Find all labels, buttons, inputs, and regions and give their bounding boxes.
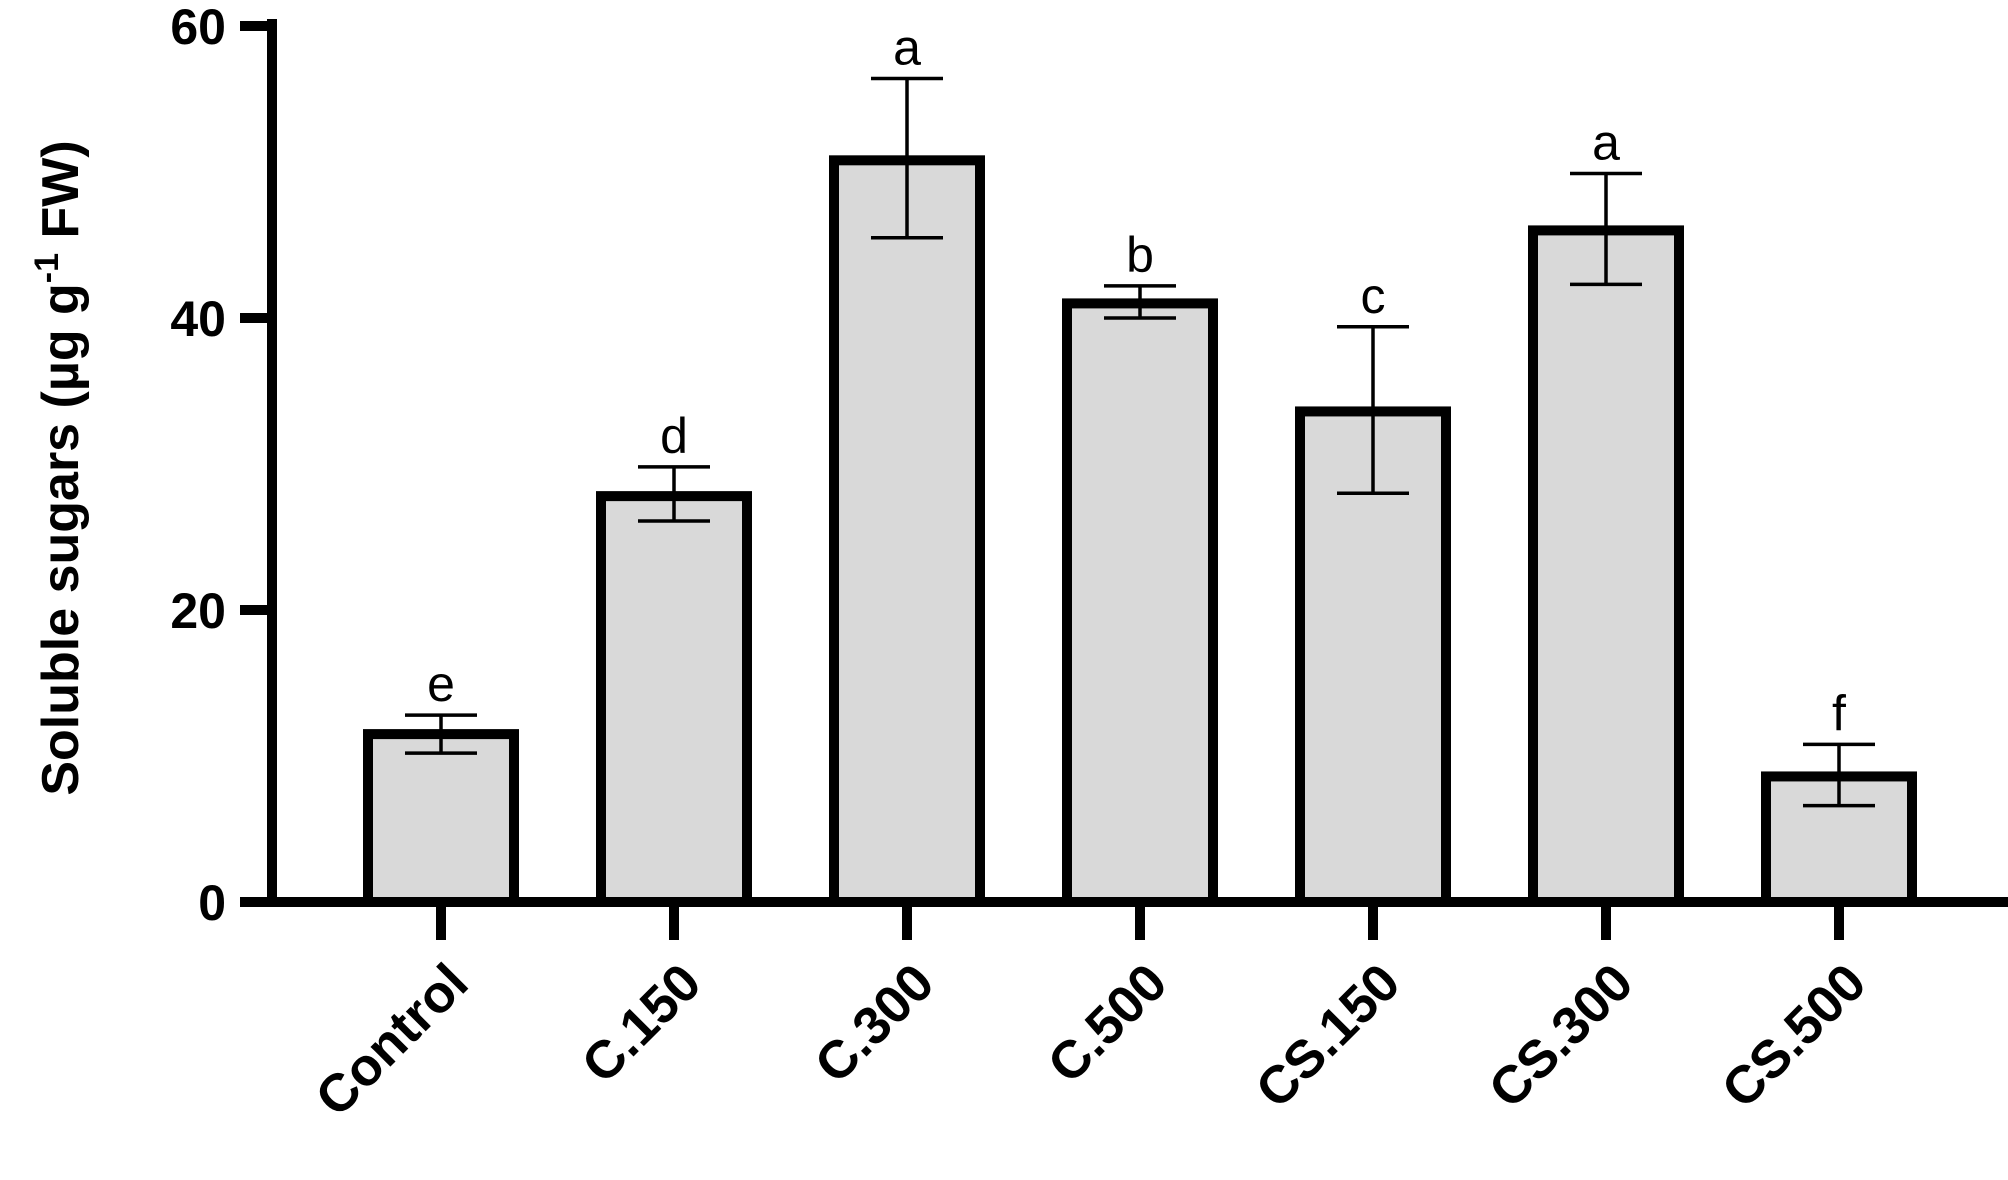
x-tick-label: CS.150 [1245, 953, 1412, 1120]
y-axis-label-suffix: FW) [32, 140, 90, 253]
y-axis-label: Soluble sugars (µg g-1 FW) [28, 140, 90, 795]
bar-C.500 [1062, 298, 1218, 907]
bar-C.300 [829, 155, 985, 907]
y-axis-label-main: Soluble sugars (µg g [32, 283, 90, 795]
significance-letter: e [427, 656, 455, 712]
y-tick-label: 60 [170, 0, 226, 55]
bar-C.150 [596, 491, 752, 907]
error-bar-C.150 [638, 465, 710, 523]
error-bar-CS.300 [1570, 171, 1642, 287]
x-tick-label: C.150 [571, 953, 713, 1095]
x-tick-label: C.300 [804, 953, 946, 1095]
significance-letter: a [1592, 114, 1620, 170]
x-tick-label: C.500 [1037, 953, 1179, 1095]
axes-layer [240, 19, 2008, 940]
error-bar-CS.500 [1803, 742, 1875, 808]
significance-letter: d [660, 408, 688, 464]
error-bar-CS.150 [1337, 325, 1409, 495]
significance-letter: a [893, 20, 921, 76]
y-tick-label: 0 [198, 875, 226, 931]
error-bar-Control [405, 713, 477, 755]
y-tick-labels-layer: 0 20 40 60 [170, 0, 226, 931]
x-tick-labels-layer: Control C.150 C.300 C.500 CS.150 CS.300 CS.500 [305, 953, 1878, 1128]
significance-letter: b [1126, 227, 1154, 283]
error-bar-C.300 [871, 76, 943, 240]
significance-letter: f [1832, 685, 1846, 741]
y-axis-label-superscript: -1 [28, 253, 66, 283]
significance-letter: c [1361, 268, 1386, 324]
y-tick-label: 40 [170, 291, 226, 347]
error-bars-layer [405, 76, 1875, 808]
x-tick-label: CS.500 [1711, 953, 1878, 1120]
error-bar-C.500 [1104, 284, 1176, 320]
bar-Control [363, 729, 519, 907]
bar-CS.300 [1528, 225, 1684, 907]
x-tick-label: CS.300 [1478, 953, 1645, 1120]
y-tick-label: 20 [170, 583, 226, 639]
x-tick-label: Control [305, 953, 480, 1128]
significance-letters-layer: e d a b c a f [427, 20, 1846, 742]
